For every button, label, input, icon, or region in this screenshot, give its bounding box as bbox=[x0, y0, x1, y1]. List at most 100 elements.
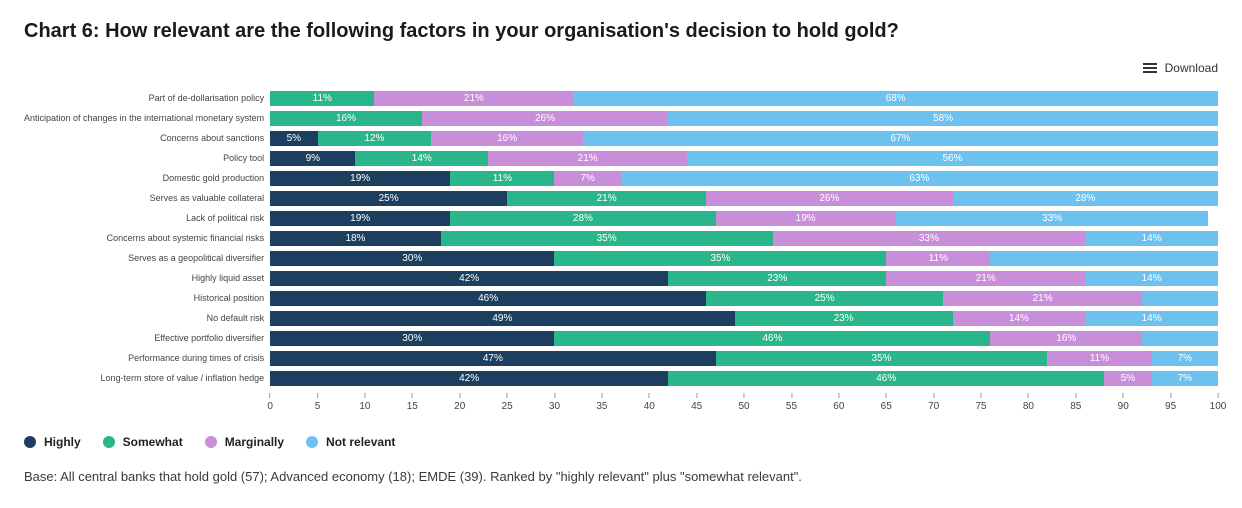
x-axis: 0510152025303540455055606570758085909510… bbox=[270, 393, 1218, 417]
bar-segment-notrel: 33% bbox=[896, 211, 1209, 226]
bar-segment-notrel: 14% bbox=[1085, 231, 1218, 246]
axis-tick: 30 bbox=[549, 393, 560, 412]
bar-segment-somewhat: 35% bbox=[441, 231, 773, 246]
category-label: Highly liquid asset bbox=[24, 269, 270, 287]
bar-segment-notrel bbox=[1142, 291, 1218, 306]
bar-segment-somewhat: 16% bbox=[270, 111, 422, 126]
axis-tick: 5 bbox=[315, 393, 321, 412]
bar-row: 30%46%16% bbox=[270, 329, 1218, 347]
legend-item-marginally[interactable]: Marginally bbox=[205, 435, 284, 449]
bar-segment-notrel: 56% bbox=[687, 151, 1218, 166]
bar-row: 47%35%11%7% bbox=[270, 349, 1218, 367]
legend-swatch bbox=[103, 436, 115, 448]
axis-tick: 90 bbox=[1118, 393, 1129, 412]
category-label: Domestic gold production bbox=[24, 169, 270, 187]
bar-row: 5%12%16%67% bbox=[270, 129, 1218, 147]
bar-segment-notrel: 58% bbox=[668, 111, 1218, 126]
legend-label: Not relevant bbox=[326, 435, 395, 449]
axis-tick: 20 bbox=[454, 393, 465, 412]
axis-tick: 0 bbox=[267, 393, 273, 412]
bar-row: 49%23%14%14% bbox=[270, 309, 1218, 327]
bar-segment-notrel bbox=[990, 251, 1217, 266]
axis-tick: 65 bbox=[881, 393, 892, 412]
bar-segment-highly: 19% bbox=[270, 171, 450, 186]
axis-tick: 35 bbox=[596, 393, 607, 412]
bar-row: 11%21%68% bbox=[270, 89, 1218, 107]
bar-row: 19%28%19%33% bbox=[270, 209, 1218, 227]
axis-tick: 80 bbox=[1023, 393, 1034, 412]
axis-tick: 10 bbox=[359, 393, 370, 412]
bar-segment-highly: 49% bbox=[270, 311, 734, 326]
axis-tick: 60 bbox=[833, 393, 844, 412]
category-label: Lack of political risk bbox=[24, 209, 270, 227]
category-label: Performance during times of crisis bbox=[24, 349, 270, 367]
bar-segment-somewhat: 35% bbox=[716, 351, 1048, 366]
bar-segment-marginally: 16% bbox=[990, 331, 1142, 346]
bar-segment-somewhat: 46% bbox=[668, 371, 1104, 386]
axis-tick: 75 bbox=[975, 393, 986, 412]
bar-segment-notrel: 14% bbox=[1085, 271, 1218, 286]
category-label: No default risk bbox=[24, 309, 270, 327]
bar-segment-marginally: 21% bbox=[374, 91, 573, 106]
bar-segment-notrel bbox=[1142, 331, 1218, 346]
category-label: Serves as valuable collateral bbox=[24, 189, 270, 207]
axis-tick: 15 bbox=[407, 393, 418, 412]
legend: Highly Somewhat Marginally Not relevant bbox=[24, 435, 1218, 449]
bar-segment-marginally: 11% bbox=[886, 251, 990, 266]
bar-segment-highly: 46% bbox=[270, 291, 706, 306]
axis-tick: 95 bbox=[1165, 393, 1176, 412]
bar-segment-highly: 9% bbox=[270, 151, 355, 166]
legend-swatch bbox=[24, 436, 36, 448]
bar-segment-somewhat: 11% bbox=[270, 91, 374, 106]
bar-segment-highly: 42% bbox=[270, 271, 668, 286]
bar-segment-notrel: 63% bbox=[621, 171, 1218, 186]
chart-title: Chart 6: How relevant are the following … bbox=[24, 20, 1218, 43]
bar-row: 30%35%11% bbox=[270, 249, 1218, 267]
download-control[interactable]: Download bbox=[24, 61, 1218, 75]
category-label: Anticipation of changes in the internati… bbox=[24, 109, 270, 127]
bar-segment-marginally: 21% bbox=[488, 151, 687, 166]
bar-segment-highly: 5% bbox=[270, 131, 317, 146]
bar-segment-highly: 19% bbox=[270, 211, 450, 226]
bar-segment-highly: 47% bbox=[270, 351, 715, 366]
bar-segment-marginally: 26% bbox=[706, 191, 952, 206]
legend-item-somewhat[interactable]: Somewhat bbox=[103, 435, 183, 449]
bar-row: 46%25%21% bbox=[270, 289, 1218, 307]
bar-segment-somewhat: 23% bbox=[668, 271, 886, 286]
axis-tick: 85 bbox=[1070, 393, 1081, 412]
legend-item-notrel[interactable]: Not relevant bbox=[306, 435, 395, 449]
bar-row: 18%35%33%14% bbox=[270, 229, 1218, 247]
axis-tick: 55 bbox=[786, 393, 797, 412]
axis-tick: 50 bbox=[739, 393, 750, 412]
bar-segment-somewhat: 11% bbox=[450, 171, 554, 186]
bar-segment-highly: 42% bbox=[270, 371, 668, 386]
bar-segment-somewhat: 25% bbox=[706, 291, 943, 306]
legend-swatch bbox=[306, 436, 318, 448]
axis-tick: 70 bbox=[928, 393, 939, 412]
bar-row: 16%26%58% bbox=[270, 109, 1218, 127]
bar-segment-marginally: 14% bbox=[953, 311, 1086, 326]
bar-segment-marginally: 7% bbox=[554, 171, 620, 186]
category-label: Concerns about systemic financial risks bbox=[24, 229, 270, 247]
category-label: Policy tool bbox=[24, 149, 270, 167]
category-labels: Part of de-dollarisation policyAnticipat… bbox=[24, 89, 270, 417]
bar-segment-notrel: 7% bbox=[1152, 351, 1218, 366]
category-label: Long-term store of value / inflation hed… bbox=[24, 369, 270, 387]
bar-row: 42%23%21%14% bbox=[270, 269, 1218, 287]
bar-segment-marginally: 21% bbox=[943, 291, 1142, 306]
bar-segment-notrel: 67% bbox=[583, 131, 1218, 146]
bar-row: 42%46%5%7% bbox=[270, 369, 1218, 387]
bar-segment-highly: 30% bbox=[270, 331, 554, 346]
legend-swatch bbox=[205, 436, 217, 448]
bar-segment-marginally: 21% bbox=[886, 271, 1085, 286]
chart: Part of de-dollarisation policyAnticipat… bbox=[24, 89, 1218, 417]
category-label: Effective portfolio diversifier bbox=[24, 329, 270, 347]
bar-segment-highly: 25% bbox=[270, 191, 507, 206]
axis-tick: 45 bbox=[691, 393, 702, 412]
bar-segment-marginally: 33% bbox=[773, 231, 1086, 246]
bar-segment-highly: 18% bbox=[270, 231, 441, 246]
legend-item-highly[interactable]: Highly bbox=[24, 435, 81, 449]
chart-footnote: Base: All central banks that hold gold (… bbox=[24, 469, 1218, 484]
bar-segment-somewhat: 21% bbox=[507, 191, 706, 206]
legend-label: Highly bbox=[44, 435, 81, 449]
